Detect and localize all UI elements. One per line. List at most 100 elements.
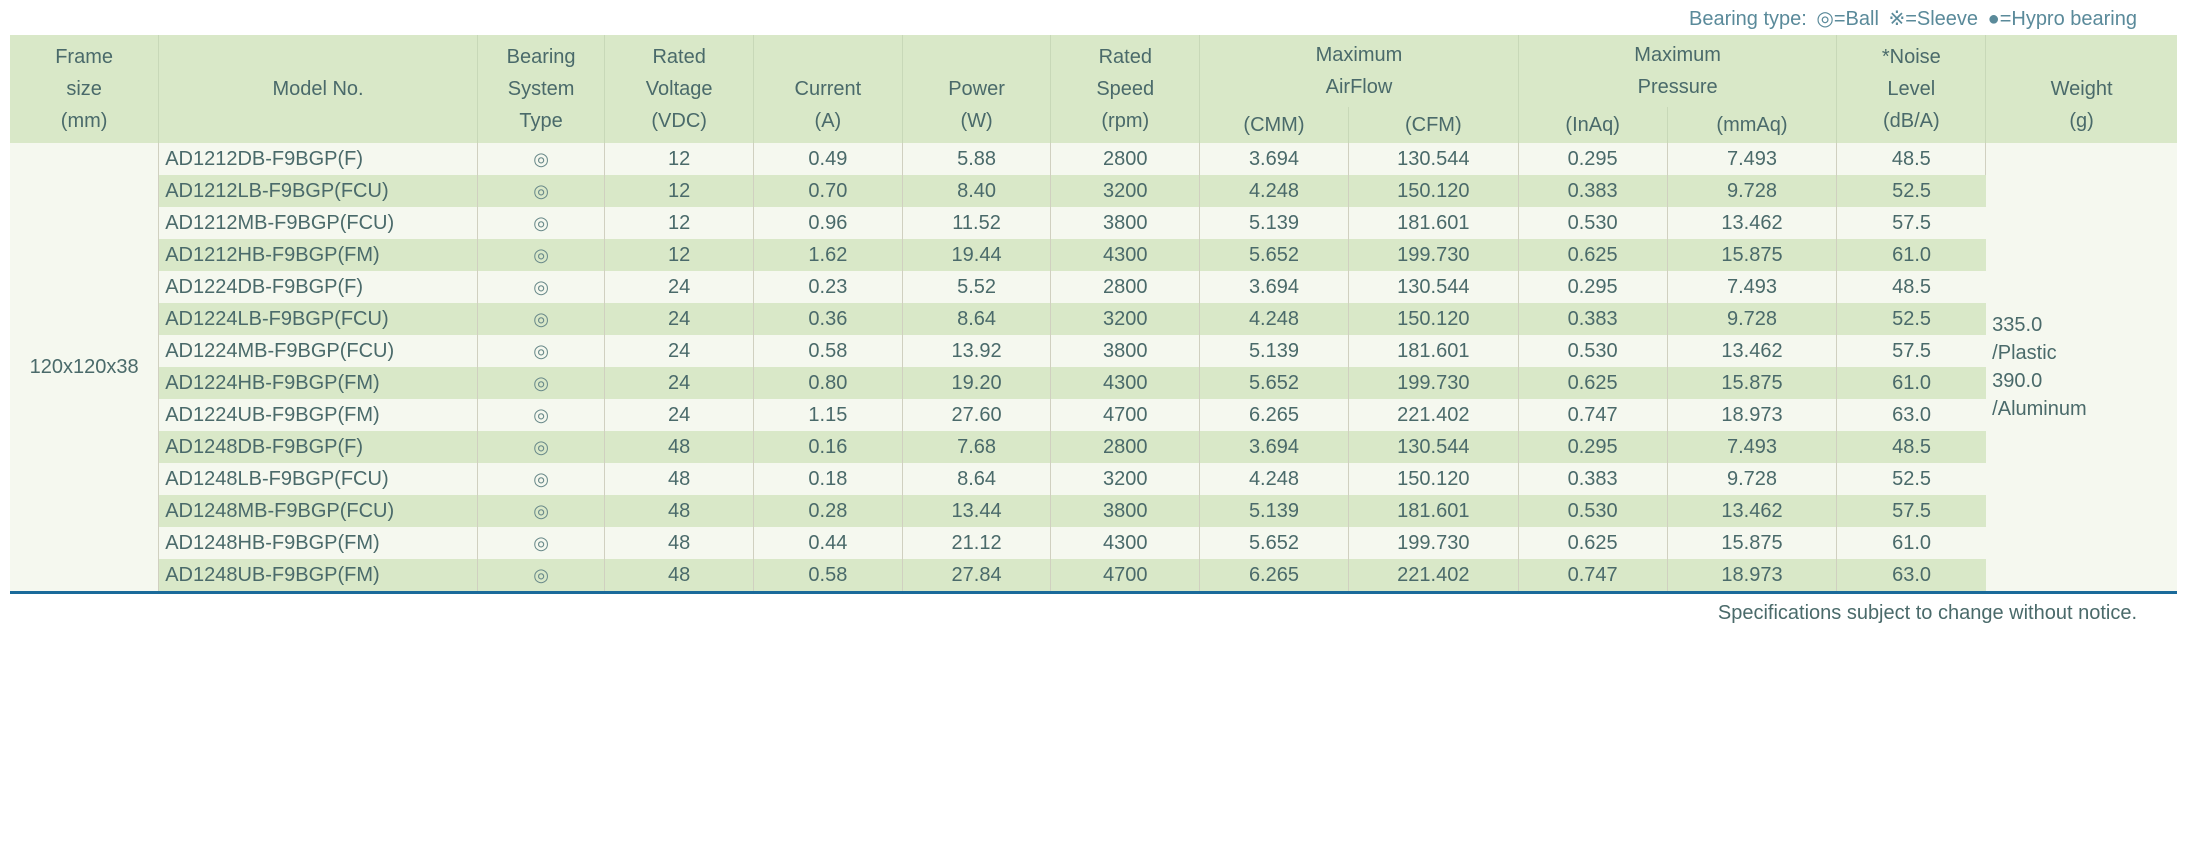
cell-cmm: 4.248 [1200, 303, 1349, 335]
ball-bearing-icon: ◎ [533, 437, 549, 457]
cell-cfm: 221.402 [1348, 559, 1518, 591]
table-row: AD1224MB-F9BGP(FCU)◎240.5813.9238005.139… [10, 335, 2177, 367]
cell-voltage: 24 [605, 271, 754, 303]
header-noise-l2: Level [1887, 78, 1935, 100]
cell-power: 11.52 [902, 207, 1051, 239]
cell-current: 0.44 [754, 527, 903, 559]
table-row: AD1248HB-F9BGP(FM)◎480.4421.1243005.6521… [10, 527, 2177, 559]
cell-current: 0.18 [754, 463, 903, 495]
weight-cell: 335.0/Plastic390.0/Aluminum [1986, 143, 2177, 591]
header-weight-l2: (g) [2069, 110, 2093, 132]
cell-power: 8.64 [902, 303, 1051, 335]
cell-voltage: 24 [605, 303, 754, 335]
cell-power: 27.84 [902, 559, 1051, 591]
ball-bearing-icon: ◎ [533, 405, 549, 425]
cell-power: 13.44 [902, 495, 1051, 527]
header-frame-l1: Frame [55, 46, 113, 68]
cell-cfm: 150.120 [1348, 303, 1518, 335]
cell-mmaq: 7.493 [1667, 271, 1837, 303]
table-row: AD1212MB-F9BGP(FCU)◎120.9611.5238005.139… [10, 207, 2177, 239]
cell-cmm: 3.694 [1200, 271, 1349, 303]
cell-cmm: 5.652 [1200, 527, 1349, 559]
cell-cmm: 6.265 [1200, 559, 1349, 591]
cell-bearing: ◎ [477, 303, 604, 335]
table-header: Frame size (mm) Model No. Bearing System… [10, 35, 2177, 143]
cell-speed: 2800 [1051, 271, 1200, 303]
table-row: AD1224DB-F9BGP(F)◎240.235.5228003.694130… [10, 271, 2177, 303]
header-power-l1: Power [948, 78, 1005, 100]
cell-cmm: 5.139 [1200, 207, 1349, 239]
cell-cfm: 150.120 [1348, 175, 1518, 207]
cell-noise: 52.5 [1837, 303, 1986, 335]
header-frame-l2: size [66, 78, 102, 100]
cell-cmm: 4.248 [1200, 463, 1349, 495]
cell-power: 13.92 [902, 335, 1051, 367]
table-row: AD1212LB-F9BGP(FCU)◎120.708.4032004.2481… [10, 175, 2177, 207]
header-bearing-l2: System [508, 78, 575, 100]
cell-cfm: 130.544 [1348, 143, 1518, 175]
ball-bearing-icon: ◎ [533, 533, 549, 553]
cell-speed: 2800 [1051, 143, 1200, 175]
cell-cfm: 181.601 [1348, 335, 1518, 367]
cell-voltage: 12 [605, 207, 754, 239]
cell-inaq: 0.383 [1518, 303, 1667, 335]
cell-current: 0.80 [754, 367, 903, 399]
cell-power: 5.52 [902, 271, 1051, 303]
cell-current: 0.58 [754, 335, 903, 367]
cell-cmm: 4.248 [1200, 175, 1349, 207]
cell-current: 0.28 [754, 495, 903, 527]
cell-inaq: 0.747 [1518, 559, 1667, 591]
cell-inaq: 0.625 [1518, 239, 1667, 271]
cell-bearing: ◎ [477, 367, 604, 399]
header-pressure: MaximumPressure [1518, 35, 1837, 107]
cell-model: AD1212DB-F9BGP(F) [159, 143, 478, 175]
cell-mmaq: 13.462 [1667, 207, 1837, 239]
cell-cfm: 150.120 [1348, 463, 1518, 495]
cell-inaq: 0.625 [1518, 527, 1667, 559]
cell-model: AD1248HB-F9BGP(FM) [159, 527, 478, 559]
cell-speed: 4300 [1051, 527, 1200, 559]
cell-cmm: 5.652 [1200, 367, 1349, 399]
cell-inaq: 0.747 [1518, 399, 1667, 431]
cell-bearing: ◎ [477, 559, 604, 591]
spec-table: Frame size (mm) Model No. Bearing System… [10, 35, 2177, 591]
header-power: Power (W) [902, 35, 1051, 143]
cell-speed: 4700 [1051, 559, 1200, 591]
cell-model: AD1212MB-F9BGP(FCU) [159, 207, 478, 239]
cell-inaq: 0.530 [1518, 207, 1667, 239]
cell-current: 0.58 [754, 559, 903, 591]
ball-bearing-icon: ◎ [533, 213, 549, 233]
cell-speed: 2800 [1051, 431, 1200, 463]
cell-current: 0.16 [754, 431, 903, 463]
cell-bearing: ◎ [477, 239, 604, 271]
cell-noise: 63.0 [1837, 399, 1986, 431]
ball-bearing-icon: ◎ [533, 149, 549, 169]
cell-speed: 3200 [1051, 303, 1200, 335]
cell-noise: 61.0 [1837, 367, 1986, 399]
cell-bearing: ◎ [477, 495, 604, 527]
header-noise: *Noise Level (dB/A) [1837, 35, 1986, 143]
ball-bearing-icon: ◎ [533, 309, 549, 329]
header-cmm: (CMM) [1200, 107, 1349, 143]
header-current-l1: Current [795, 78, 862, 100]
frame-size-cell: 120x120x38 [10, 143, 159, 591]
ball-bearing-icon: ◎ [533, 341, 549, 361]
header-inaq: (InAq) [1518, 107, 1667, 143]
cell-power: 7.68 [902, 431, 1051, 463]
ball-bearing-icon: ◎ [533, 277, 549, 297]
cell-cfm: 181.601 [1348, 207, 1518, 239]
cell-mmaq: 9.728 [1667, 175, 1837, 207]
cell-mmaq: 18.973 [1667, 559, 1837, 591]
cell-inaq: 0.295 [1518, 271, 1667, 303]
cell-voltage: 12 [605, 175, 754, 207]
cell-bearing: ◎ [477, 207, 604, 239]
cell-bearing: ◎ [477, 143, 604, 175]
cell-power: 5.88 [902, 143, 1051, 175]
cell-bearing: ◎ [477, 431, 604, 463]
cell-noise: 57.5 [1837, 335, 1986, 367]
cell-power: 8.40 [902, 175, 1051, 207]
cell-bearing: ◎ [477, 271, 604, 303]
table-row: AD1248DB-F9BGP(F)◎480.167.6828003.694130… [10, 431, 2177, 463]
cell-model: AD1248DB-F9BGP(F) [159, 431, 478, 463]
table-row: AD1248LB-F9BGP(FCU)◎480.188.6432004.2481… [10, 463, 2177, 495]
